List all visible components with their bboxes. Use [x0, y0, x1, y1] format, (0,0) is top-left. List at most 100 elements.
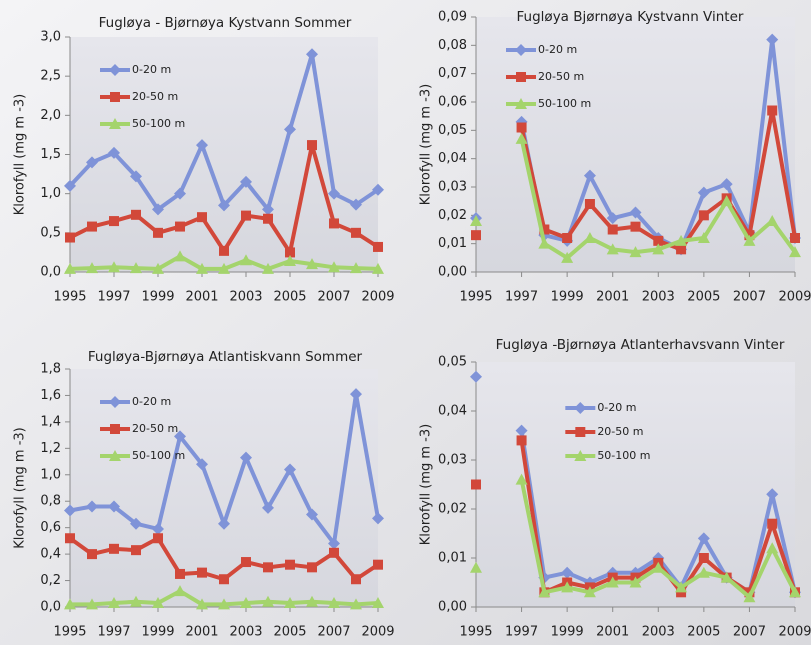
x-tick-label: 1995	[53, 290, 86, 305]
marker	[372, 262, 384, 274]
marker	[306, 595, 318, 607]
x-tick-label: 1995	[53, 625, 86, 640]
marker	[87, 221, 97, 232]
plot-area	[70, 369, 378, 607]
marker	[152, 203, 164, 216]
marker	[372, 512, 384, 525]
chart-title: Fugløya Bjørnøya Kystvann Vinter	[517, 9, 744, 25]
marker	[64, 598, 76, 610]
x-tick-label: 2009	[361, 290, 394, 305]
marker	[174, 187, 186, 200]
marker	[109, 450, 121, 461]
marker	[285, 559, 295, 570]
marker	[584, 199, 595, 209]
legend-text: 0-20 m	[132, 395, 171, 408]
marker	[515, 132, 528, 144]
x-tick-label: 2009	[361, 625, 394, 640]
y-tick-label: 0,03	[438, 453, 467, 468]
marker	[307, 140, 317, 151]
marker	[789, 246, 801, 258]
marker	[516, 72, 526, 82]
marker	[218, 199, 230, 212]
x-tick-label: 2005	[687, 290, 720, 305]
marker	[174, 585, 186, 597]
marker	[372, 183, 384, 196]
marker	[240, 175, 252, 188]
y-tick-label: 0,6	[40, 520, 61, 535]
x-tick-label: 1999	[551, 290, 584, 305]
marker	[174, 250, 186, 262]
y-tick-label: 0,00	[438, 600, 467, 615]
marker	[470, 561, 482, 573]
marker	[152, 522, 164, 535]
y-tick-label: 0,08	[438, 38, 467, 53]
y-tick-label: 0,00	[438, 265, 467, 280]
marker	[328, 597, 340, 609]
marker	[675, 581, 688, 593]
marker	[262, 595, 274, 607]
y-tick-label: 3,0	[40, 30, 61, 45]
marker	[197, 212, 207, 223]
marker	[743, 234, 756, 246]
marker	[64, 262, 76, 274]
marker	[110, 92, 120, 102]
marker	[109, 118, 121, 129]
x-tick-label: 1997	[505, 625, 538, 640]
marker	[373, 559, 383, 570]
marker	[241, 557, 251, 568]
marker	[470, 215, 482, 226]
marker	[697, 186, 710, 199]
legend-text: 20-50 m	[597, 425, 643, 438]
marker	[108, 261, 120, 273]
marker	[515, 473, 528, 485]
legend-text: 0-20 m	[597, 401, 636, 414]
x-tick-label: 2007	[317, 625, 350, 640]
marker	[131, 545, 141, 556]
x-tick-label: 2007	[733, 625, 766, 640]
y-tick-label: 0,01	[438, 236, 467, 251]
chart-panel: Fugløya - Bjørnøya Kystvann Sommer Klorof…	[13, 15, 395, 305]
chart-panel: Fugløya Bjørnøya Kystvann Vinter Klorofyl…	[419, 9, 811, 305]
marker	[470, 370, 482, 383]
marker	[307, 562, 317, 573]
x-tick-label: 1997	[97, 290, 130, 305]
marker	[328, 537, 340, 550]
x-tick-label: 2001	[185, 625, 218, 640]
chart-title: Fugløya-Bjørnøya Atlantiskvann Sommer	[88, 349, 363, 365]
marker	[262, 262, 274, 274]
marker	[766, 488, 779, 501]
marker	[174, 430, 186, 443]
marker	[86, 500, 98, 513]
marker	[218, 262, 230, 274]
marker	[575, 427, 586, 437]
legend-text: 50-100 m	[597, 449, 650, 462]
marker	[607, 224, 618, 235]
marker	[471, 479, 481, 490]
marker	[767, 518, 778, 529]
marker	[306, 508, 318, 521]
legend-text: 0-20 m	[538, 43, 577, 56]
marker	[108, 597, 120, 609]
marker	[153, 533, 163, 544]
marker	[108, 500, 120, 513]
y-tick-label: 0,0	[40, 265, 61, 280]
marker	[329, 218, 339, 229]
y-tick-label: 0,02	[438, 208, 467, 223]
marker	[698, 210, 709, 221]
marker	[351, 574, 361, 585]
marker	[789, 586, 801, 598]
marker	[262, 203, 274, 216]
marker	[583, 586, 596, 598]
marker	[130, 595, 142, 607]
y-axis-label: Klorofyll (mg m -3)	[13, 94, 28, 215]
marker	[328, 261, 340, 273]
marker	[515, 44, 527, 56]
marker	[306, 258, 318, 270]
y-tick-label: 1,8	[40, 362, 61, 377]
marker	[65, 232, 75, 243]
marker	[766, 33, 779, 46]
y-tick-label: 0,04	[438, 151, 467, 166]
marker	[131, 209, 141, 220]
marker	[471, 230, 481, 241]
marker	[130, 517, 142, 530]
